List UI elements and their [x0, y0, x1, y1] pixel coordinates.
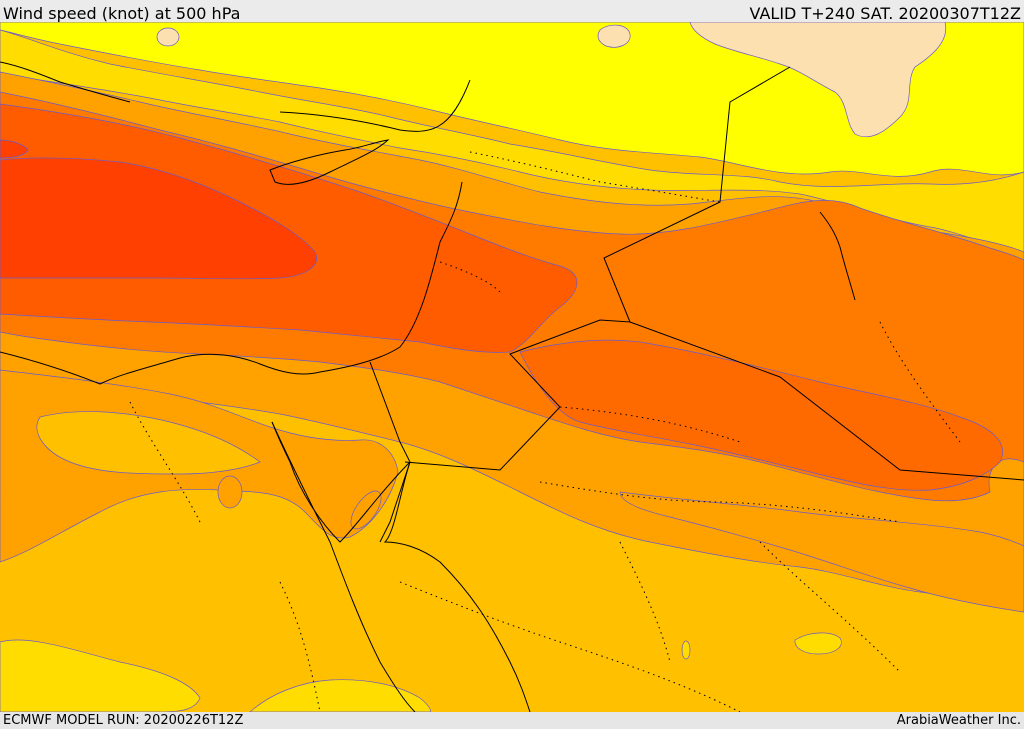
patch-orange-nile: [217, 475, 243, 509]
coastlines: [0, 61, 1024, 712]
band-red-orange-east: [519, 339, 1003, 491]
band-red: [0, 157, 317, 280]
admin-boundaries: [129, 151, 961, 712]
wind-speed-map[interactable]: [0, 22, 1024, 712]
patch-gold-arabia: [681, 640, 691, 660]
band-lightest: [689, 22, 947, 138]
band-orange-south-east: [619, 491, 1024, 613]
band-red-small: [0, 139, 29, 159]
band-red-orange: [0, 103, 578, 353]
band-gold-sinai: [794, 632, 842, 655]
band-yellow: [0, 22, 1024, 177]
patch-orange-sinai: [350, 490, 382, 530]
band-gold-south-center: [249, 679, 432, 712]
map-canvas: [0, 22, 1024, 712]
patch-peach-aegean: [156, 27, 180, 47]
header-bar: Wind speed (knot) at 500 hPa VALID T+240…: [0, 0, 1024, 23]
valid-time-label: VALID T+240 SAT. 20200307T12Z: [749, 4, 1021, 23]
band-gold-south-west: [0, 639, 201, 712]
footer-bar: ECMWF MODEL RUN: 20200226T12Z ArabiaWeat…: [0, 712, 1024, 729]
band-amber-inset: [36, 411, 261, 475]
model-run-label: ECMWF MODEL RUN: 20200226T12Z: [3, 713, 244, 728]
credit-label: ArabiaWeather Inc.: [896, 713, 1021, 728]
map-title: Wind speed (knot) at 500 hPa: [3, 4, 241, 23]
band-lightest-small: [597, 24, 631, 48]
